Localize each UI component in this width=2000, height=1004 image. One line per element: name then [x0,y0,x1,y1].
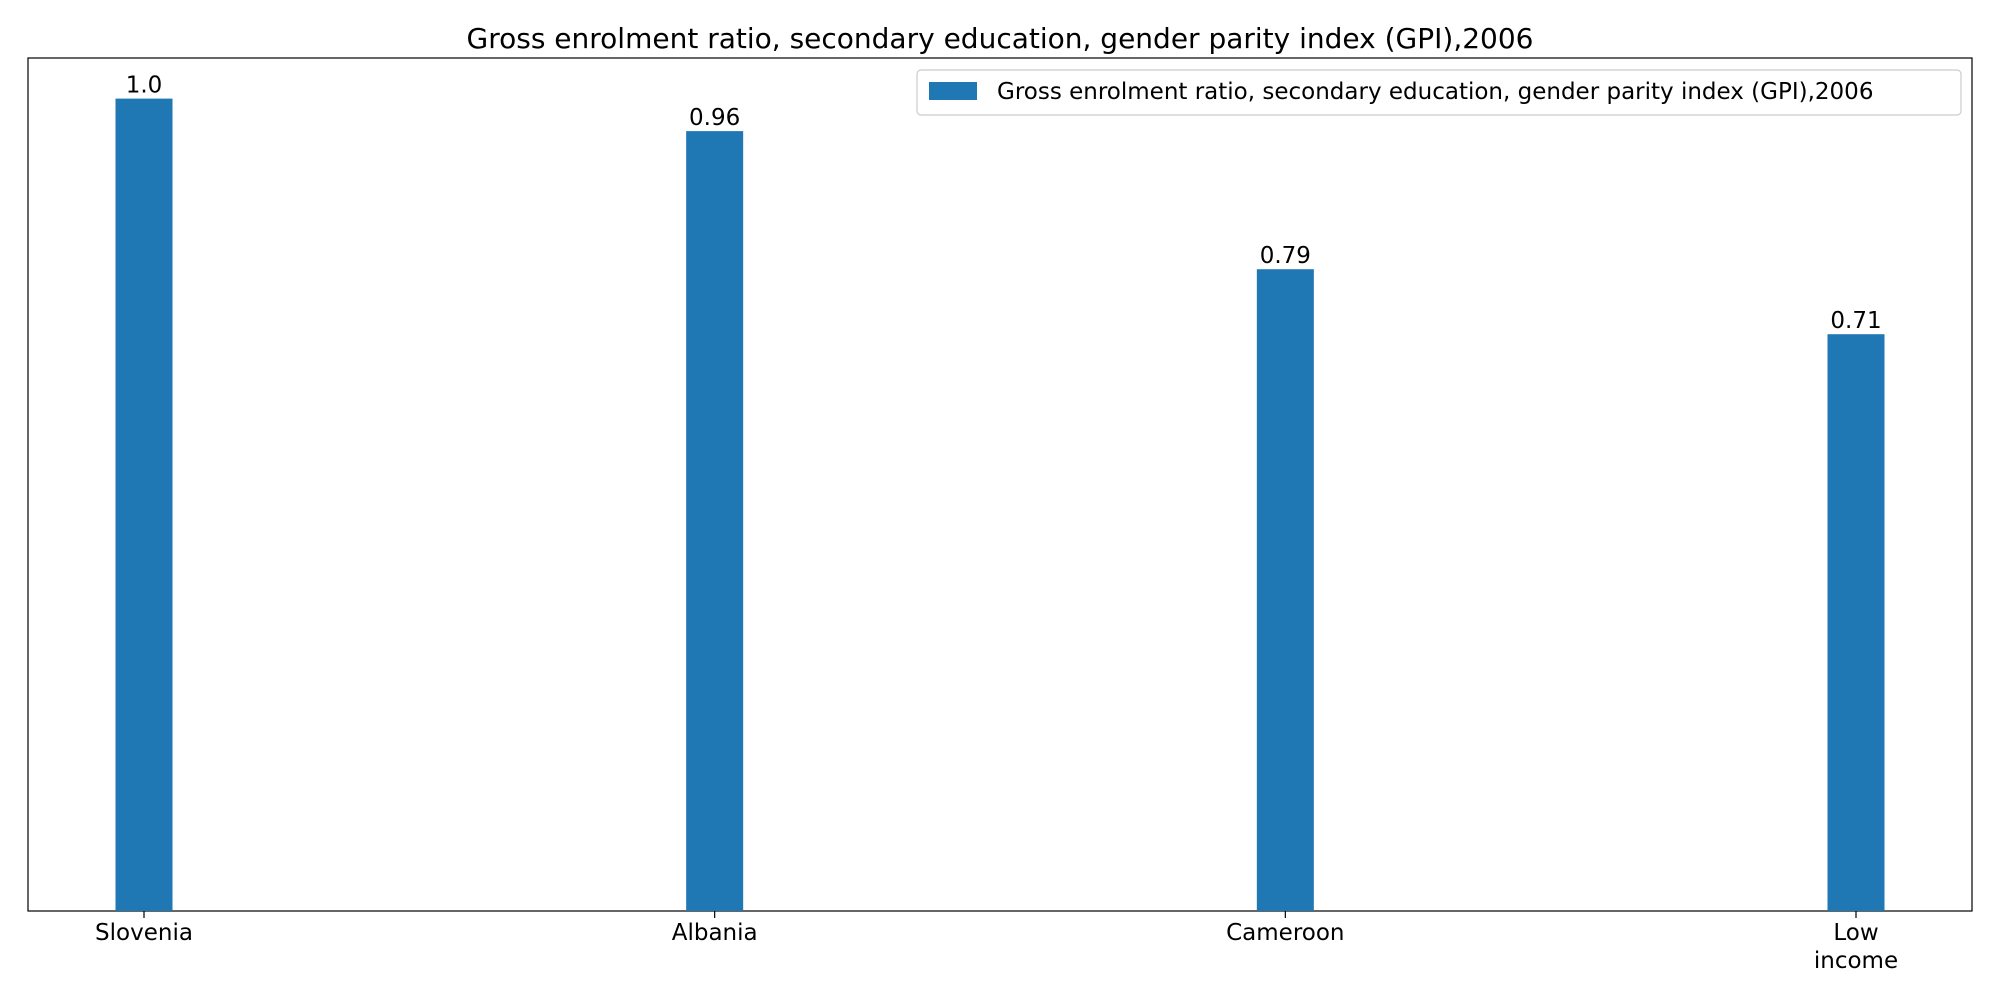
chart-title: Gross enrolment ratio, secondary educati… [467,22,1534,55]
legend: Gross enrolment ratio, secondary educati… [916,69,1962,116]
plot-area-frame [27,57,1973,912]
bar-value-label: 0.71 [1830,308,1881,334]
bar [115,98,173,912]
bar [686,131,744,912]
x-axis-ticks: Slovenia Albania Cameroon Low income [95,911,1898,974]
bar-value-label: 1.0 [126,73,163,99]
value-labels-layer: 1.0 0.96 0.79 0.71 [126,73,1882,335]
bar [1827,334,1885,911]
x-tick-label: Cameroon [1226,920,1344,946]
bar [1256,269,1314,911]
legend-swatch [929,82,977,100]
legend-box [916,69,1962,116]
x-tick-label: Low income [1814,920,1898,974]
bars-layer [115,98,1885,912]
legend-label: Gross enrolment ratio, secondary educati… [997,79,1873,105]
x-tick-label: Albania [672,920,758,946]
x-tick-label: Slovenia [95,920,193,946]
bar-value-label: 0.96 [689,105,740,131]
bar-value-label: 0.79 [1260,243,1311,269]
